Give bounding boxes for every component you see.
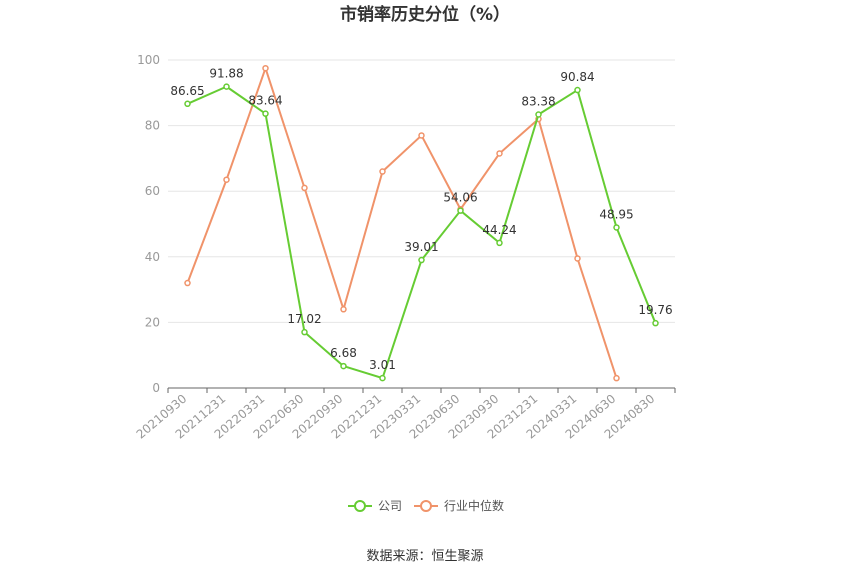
grid (168, 59, 675, 323)
legend-label: 行业中位数 (444, 498, 504, 513)
data-point (613, 224, 620, 231)
source-note: 数据来源：恒生聚源 (366, 549, 483, 564)
data-point (379, 374, 386, 382)
y-tick-label: 80 (145, 119, 160, 133)
data-point (457, 207, 464, 214)
data-point (184, 279, 191, 287)
legend-item[interactable]: 公司 (348, 499, 402, 513)
data-label: 90.84 (560, 70, 594, 84)
series-line-company (187, 85, 657, 380)
data-point (301, 328, 308, 336)
data-point (223, 83, 230, 90)
data-labels: 86.65 91.88 83.64 17.02 6.68 3.01 39.01 54.06 44… (170, 67, 672, 372)
data-label: 3.01 (369, 358, 396, 372)
data-point (535, 111, 542, 118)
series-layer (184, 64, 659, 382)
data-label: 39.01 (404, 240, 438, 254)
data-label: 91.88 (209, 67, 243, 81)
y-tick-label: 40 (145, 250, 160, 264)
data-label: 83.64 (248, 94, 282, 108)
y-tick-label: 60 (145, 184, 160, 198)
data-label: 44.24 (482, 223, 516, 237)
series-line-industry-median (186, 67, 618, 379)
y-tick-label: 0 (152, 381, 160, 395)
data-point (340, 362, 347, 370)
legend-item[interactable]: 行业中位数 (414, 498, 504, 513)
data-point (418, 256, 425, 264)
legend-label: 公司 (378, 499, 402, 513)
data-label: 83.38 (521, 95, 555, 109)
data-point (262, 64, 269, 72)
legend-marker (420, 500, 432, 512)
data-label: 54.06 (443, 191, 477, 205)
data-label: 6.68 (330, 346, 357, 360)
data-point (496, 150, 503, 157)
chart-title: 市销率历史分位（%） (340, 4, 510, 25)
data-point (262, 110, 269, 117)
data-point (652, 319, 659, 327)
data-label: 86.65 (170, 84, 204, 98)
data-point (184, 100, 191, 108)
data-label: 48.95 (599, 207, 633, 221)
data-label: 19.76 (638, 303, 672, 317)
y-tick-label: 100 (137, 53, 160, 67)
data-point (301, 184, 308, 192)
data-point (379, 168, 386, 175)
data-point (223, 176, 230, 183)
data-point (340, 306, 347, 313)
data-point (574, 86, 581, 94)
data-point (574, 255, 581, 262)
data-point (496, 239, 503, 247)
legend-marker (354, 500, 366, 512)
legend[interactable]: 公司 行业中位数 (348, 498, 504, 513)
data-label: 17.02 (287, 312, 321, 326)
y-tick-label: 20 (145, 315, 160, 329)
data-point (418, 132, 425, 139)
data-point (613, 374, 620, 382)
